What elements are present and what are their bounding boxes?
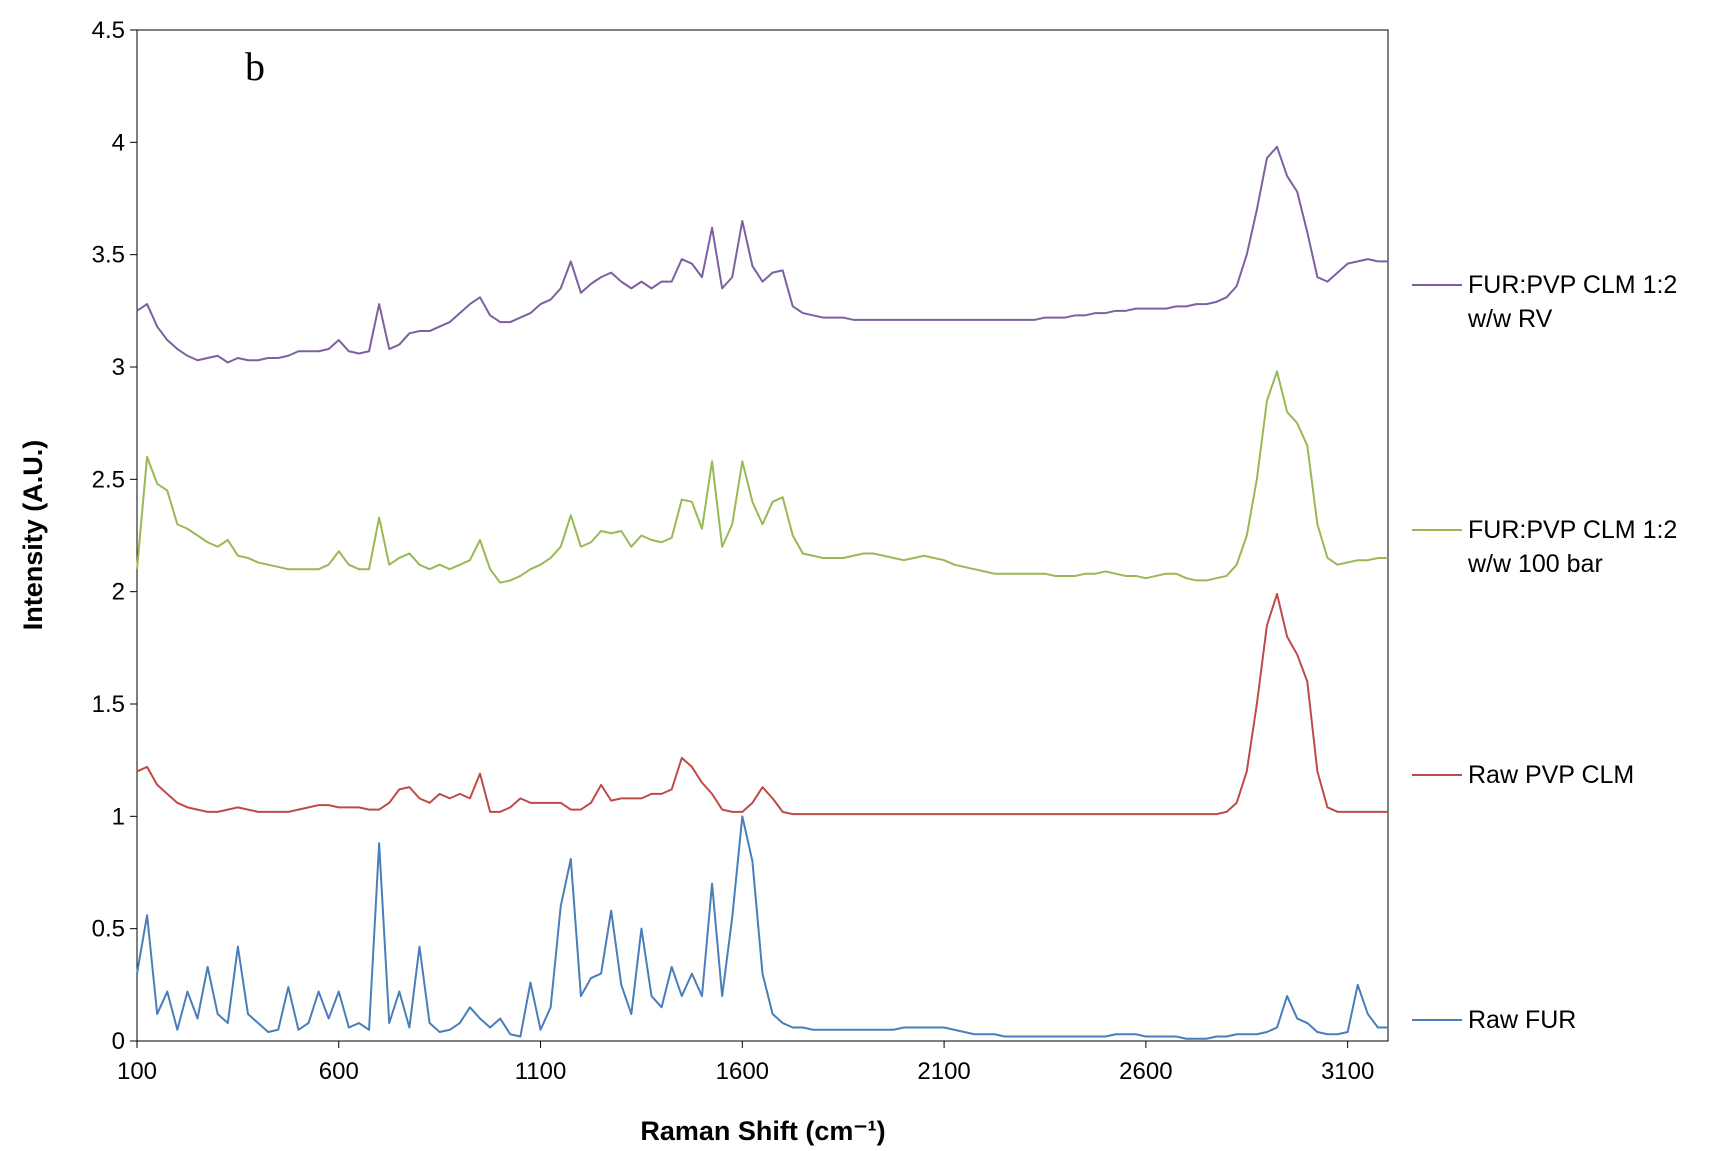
series-line <box>136 815 1388 1040</box>
x-axis-title: Raman Shift (cm⁻¹) <box>640 1116 885 1146</box>
x-tick-label: 2100 <box>917 1058 970 1085</box>
legend-entry: FUR:PVP CLM 1:2 w/w RV <box>1412 268 1703 336</box>
plot-frame <box>136 29 1389 1042</box>
series-line <box>136 370 1388 584</box>
y-tick-label: 3.5 <box>92 242 125 269</box>
x-tick-label: 2600 <box>1119 1058 1172 1085</box>
y-tick-label: 3 <box>112 354 125 381</box>
x-tick-label: 3100 <box>1321 1058 1374 1085</box>
x-tick-label: 1600 <box>716 1058 769 1085</box>
y-tick-label: 0.5 <box>92 916 125 943</box>
legend-entry: Raw FUR <box>1412 1003 1703 1037</box>
legend-swatch <box>1412 529 1462 531</box>
y-tick-label: 2 <box>112 579 125 606</box>
legend-entry: FUR:PVP CLM 1:2 w/w 100 bar <box>1412 513 1703 581</box>
series-line <box>136 592 1388 816</box>
y-tick-label: 4 <box>112 129 125 156</box>
y-tick-label: 1.5 <box>92 691 125 718</box>
x-tick-label: 600 <box>319 1058 359 1085</box>
legend-entry: Raw PVP CLM <box>1412 758 1703 792</box>
y-axis-title: Intensity (A.U.) <box>18 440 48 631</box>
legend-label: FUR:PVP CLM 1:2 w/w RV <box>1468 271 1678 333</box>
y-tick-label: 2.5 <box>92 466 125 493</box>
y-tick-label: 4.5 <box>92 17 125 44</box>
legend-swatch <box>1412 774 1462 776</box>
x-tick-label: 100 <box>117 1058 157 1085</box>
y-tick-label: 1 <box>112 803 125 830</box>
legend-label: Raw FUR <box>1468 1006 1577 1034</box>
series-line <box>136 145 1388 364</box>
y-tick-label: 0 <box>112 1028 125 1055</box>
legend-swatch <box>1412 284 1462 286</box>
panel-label: b <box>245 44 265 89</box>
legend-label: FUR:PVP CLM 1:2 w/w 100 bar <box>1468 516 1678 578</box>
x-tick-label: 1100 <box>515 1058 567 1085</box>
legend-label: Raw PVP CLM <box>1468 761 1635 789</box>
legend-swatch <box>1412 1019 1462 1021</box>
